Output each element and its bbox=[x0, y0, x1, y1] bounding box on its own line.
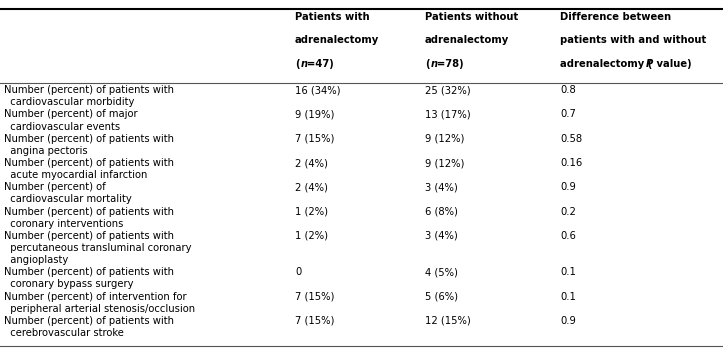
Text: adrenalectomy: adrenalectomy bbox=[295, 35, 380, 45]
Text: Patients without: Patients without bbox=[425, 12, 518, 22]
Text: cardiovascular events: cardiovascular events bbox=[4, 121, 120, 132]
Text: value): value) bbox=[653, 59, 691, 69]
Text: 9 (12%): 9 (12%) bbox=[425, 134, 464, 144]
Text: 3 (4%): 3 (4%) bbox=[425, 182, 458, 192]
Text: 0: 0 bbox=[295, 267, 301, 277]
Text: 9 (12%): 9 (12%) bbox=[425, 158, 464, 168]
Text: 0.1: 0.1 bbox=[560, 267, 576, 277]
Text: Number (percent) of patients with: Number (percent) of patients with bbox=[4, 316, 174, 326]
Text: Number (percent) of patients with: Number (percent) of patients with bbox=[4, 231, 174, 241]
Text: 16 (34%): 16 (34%) bbox=[295, 85, 341, 95]
Text: 9 (19%): 9 (19%) bbox=[295, 110, 334, 119]
Text: Number (percent) of major: Number (percent) of major bbox=[4, 110, 137, 119]
Text: Patients with: Patients with bbox=[295, 12, 369, 22]
Text: Number (percent) of patients with: Number (percent) of patients with bbox=[4, 207, 174, 217]
Text: =47): =47) bbox=[307, 59, 333, 69]
Text: P: P bbox=[646, 59, 653, 69]
Text: percutaneous transluminal coronary: percutaneous transluminal coronary bbox=[4, 243, 191, 253]
Text: Number (percent) of patients with: Number (percent) of patients with bbox=[4, 158, 174, 168]
Text: 4 (5%): 4 (5%) bbox=[425, 267, 458, 277]
Text: 0.1: 0.1 bbox=[560, 291, 576, 302]
Text: coronary bypass surgery: coronary bypass surgery bbox=[4, 280, 133, 289]
Text: 25 (32%): 25 (32%) bbox=[425, 85, 471, 95]
Text: cardiovascular morbidity: cardiovascular morbidity bbox=[4, 97, 134, 107]
Text: 0.2: 0.2 bbox=[560, 207, 576, 217]
Text: 1 (2%): 1 (2%) bbox=[295, 207, 328, 217]
Text: 0.7: 0.7 bbox=[560, 110, 576, 119]
Text: 0.6: 0.6 bbox=[560, 231, 576, 241]
Text: Number (percent) of patients with: Number (percent) of patients with bbox=[4, 85, 174, 95]
Text: coronary interventions: coronary interventions bbox=[4, 219, 123, 229]
Text: 7 (15%): 7 (15%) bbox=[295, 134, 334, 144]
Text: Number (percent) of: Number (percent) of bbox=[4, 182, 106, 192]
Text: Number (percent) of patients with: Number (percent) of patients with bbox=[4, 134, 174, 144]
Text: cerebrovascular stroke: cerebrovascular stroke bbox=[4, 328, 124, 338]
Text: 2 (4%): 2 (4%) bbox=[295, 182, 328, 192]
Text: n: n bbox=[301, 59, 308, 69]
Text: Difference between: Difference between bbox=[560, 12, 672, 22]
Text: angina pectoris: angina pectoris bbox=[4, 146, 87, 156]
Text: 1 (2%): 1 (2%) bbox=[295, 231, 328, 241]
Text: 13 (17%): 13 (17%) bbox=[425, 110, 471, 119]
Text: patients with and without: patients with and without bbox=[560, 35, 706, 45]
Text: 2 (4%): 2 (4%) bbox=[295, 158, 328, 168]
Text: adrenalectomy: adrenalectomy bbox=[425, 35, 510, 45]
Text: 7 (15%): 7 (15%) bbox=[295, 316, 334, 326]
Text: cardiovascular mortality: cardiovascular mortality bbox=[4, 194, 132, 205]
Text: n: n bbox=[431, 59, 438, 69]
Text: 0.16: 0.16 bbox=[560, 158, 583, 168]
Text: 0.8: 0.8 bbox=[560, 85, 576, 95]
Text: adrenalectomy (: adrenalectomy ( bbox=[560, 59, 653, 69]
Text: (: ( bbox=[295, 59, 299, 69]
Text: Number (percent) of patients with: Number (percent) of patients with bbox=[4, 267, 174, 277]
Text: angioplasty: angioplasty bbox=[4, 255, 68, 265]
Text: (: ( bbox=[425, 59, 429, 69]
Text: 0.58: 0.58 bbox=[560, 134, 583, 144]
Text: Number (percent) of intervention for: Number (percent) of intervention for bbox=[4, 291, 187, 302]
Text: 12 (15%): 12 (15%) bbox=[425, 316, 471, 326]
Text: 0.9: 0.9 bbox=[560, 316, 576, 326]
Text: 0.9: 0.9 bbox=[560, 182, 576, 192]
Text: 7 (15%): 7 (15%) bbox=[295, 291, 334, 302]
Text: =78): =78) bbox=[437, 59, 463, 69]
Text: 3 (4%): 3 (4%) bbox=[425, 231, 458, 241]
Text: peripheral arterial stenosis/occlusion: peripheral arterial stenosis/occlusion bbox=[4, 304, 194, 314]
Text: 6 (8%): 6 (8%) bbox=[425, 207, 458, 217]
Text: acute myocardial infarction: acute myocardial infarction bbox=[4, 170, 147, 180]
Text: 5 (6%): 5 (6%) bbox=[425, 291, 458, 302]
